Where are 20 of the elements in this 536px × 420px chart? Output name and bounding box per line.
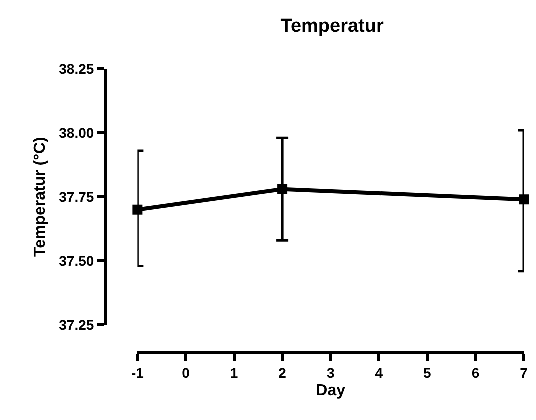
x-tick-label: 2 — [278, 364, 287, 381]
y-tick-label: 38.25 — [59, 60, 94, 77]
x-tick-label: 0 — [182, 364, 190, 381]
x-axis-title: Day — [316, 382, 346, 400]
x-tick-label: -1 — [131, 364, 144, 381]
x-tick-label: 1 — [230, 364, 238, 381]
y-axis-title: Temperatur (°C) — [32, 137, 50, 258]
y-tick-label: 37.75 — [59, 188, 94, 205]
point — [278, 184, 288, 194]
point — [132, 204, 143, 215]
x-tick-label: 7 — [520, 364, 528, 381]
y-tick-label: 37.50 — [59, 252, 94, 269]
y-tick-label: 38.00 — [59, 124, 94, 141]
chart-title: Temperatur — [280, 16, 384, 38]
y-tick-label: 37.25 — [59, 317, 94, 334]
x-tick-label: 6 — [472, 364, 480, 381]
x-tick-label: 3 — [326, 364, 335, 381]
x-tick-label: 4 — [375, 364, 384, 381]
x-tick-label: 5 — [424, 364, 432, 381]
point — [519, 194, 529, 205]
